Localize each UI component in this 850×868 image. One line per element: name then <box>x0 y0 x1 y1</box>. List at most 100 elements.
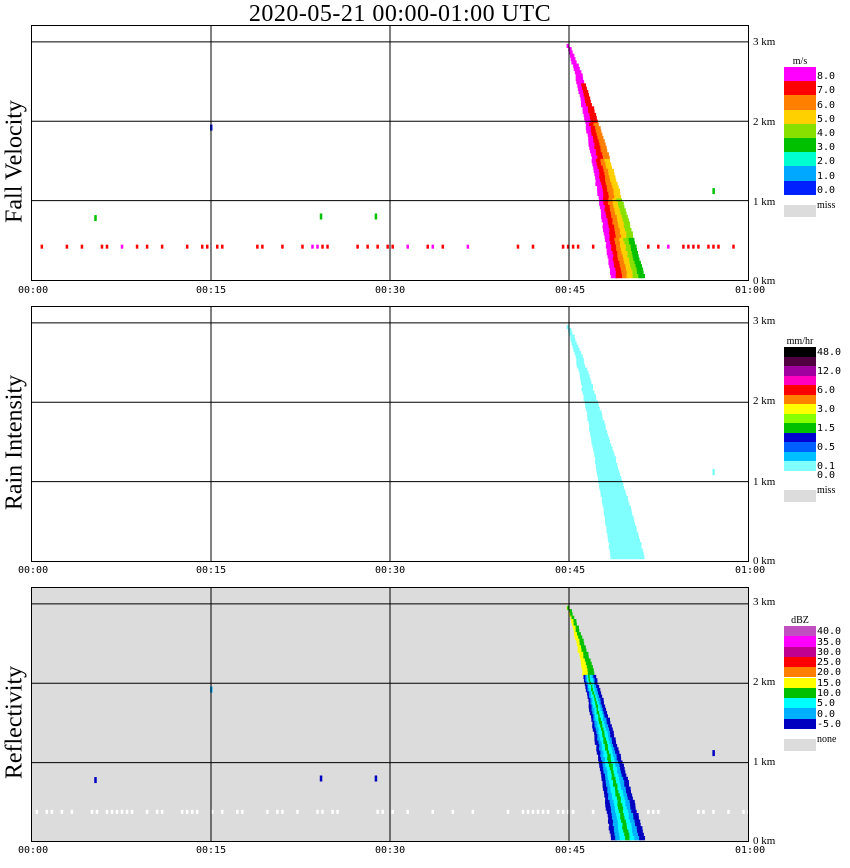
streak-cell <box>582 384 593 389</box>
streak-cell <box>618 829 625 834</box>
clutter-mark <box>105 809 109 814</box>
streak-cell <box>587 691 591 696</box>
streak-cell <box>619 780 625 785</box>
streak-cell <box>636 826 643 831</box>
streak-cell <box>613 254 620 259</box>
colorbar-label: -5.0 <box>817 718 842 730</box>
plot-area <box>31 25 749 281</box>
streak-cell <box>631 267 638 272</box>
streak-cell <box>612 766 618 772</box>
streak-cell <box>602 707 607 712</box>
clutter-mark <box>316 244 319 249</box>
streak-cell <box>589 707 593 712</box>
streak-cell <box>610 803 616 808</box>
streak-cell <box>589 145 596 150</box>
streak-cell <box>598 753 603 759</box>
height-tick-label: 2 km <box>753 676 776 688</box>
streak-cell <box>612 185 619 190</box>
clutter-mark <box>326 244 329 249</box>
streak-cell <box>608 816 614 821</box>
plot-svg <box>32 588 748 841</box>
colorbar-swatch <box>784 180 816 195</box>
streak-cell <box>579 651 585 657</box>
streak-cell <box>597 472 621 478</box>
streak-cell <box>600 162 607 167</box>
colorbar-label: 0.1 <box>817 460 836 472</box>
streak-cell <box>600 492 627 497</box>
streak-cell <box>581 665 588 670</box>
streak-cell <box>580 96 587 101</box>
height-tick-label: 1 km <box>753 756 776 768</box>
y-axis-label: Reflectivity <box>1 665 28 780</box>
streak-cell <box>599 204 606 210</box>
streak-cell <box>606 251 613 256</box>
streak-cell <box>614 747 619 752</box>
streak-cell <box>610 786 616 791</box>
colorbar-entry: 35.0 <box>784 636 841 647</box>
colorbar-missing-entry: miss <box>784 486 835 502</box>
streak-cell <box>608 737 613 742</box>
streak-cell <box>602 747 607 752</box>
streak-cell <box>608 172 615 177</box>
streak-cell <box>579 642 585 647</box>
streak-cell <box>609 204 616 210</box>
streak-cell <box>619 836 626 841</box>
streak-cell <box>629 257 636 262</box>
streak-cell <box>606 185 614 190</box>
streak-cell <box>609 231 616 236</box>
colorbar-entry: 12.0 <box>784 366 841 376</box>
streak-cell <box>605 806 612 811</box>
colorbar-label: 48.0 <box>817 346 842 358</box>
streak-cell <box>584 116 592 121</box>
streak-cell <box>603 770 609 775</box>
streak-cell <box>613 829 620 834</box>
clutter-mark <box>702 809 705 814</box>
streak-cell <box>578 89 584 95</box>
streak-cell <box>613 753 618 759</box>
streak-cell <box>618 826 624 831</box>
streak-cell <box>604 204 611 210</box>
streak-cell <box>603 727 608 732</box>
streak-cell <box>585 407 600 412</box>
streak-cell <box>594 711 598 716</box>
streak-cell <box>600 737 605 742</box>
streak-cell <box>597 688 601 693</box>
streak-cell <box>596 750 602 755</box>
streak-cell <box>610 274 618 279</box>
streak-cell <box>589 426 606 431</box>
streak-cell <box>607 757 612 762</box>
streak-cell <box>614 195 622 200</box>
streak-cell <box>608 747 613 752</box>
streak-cell <box>596 694 600 699</box>
clutter-mark <box>35 809 39 814</box>
streak-cell <box>614 806 621 811</box>
streak-cell <box>607 773 613 778</box>
streak-cell <box>568 331 573 336</box>
streak-cell <box>610 743 615 749</box>
streak-cell <box>615 231 622 236</box>
streak-cell <box>597 165 604 170</box>
streak-cell <box>593 674 597 680</box>
clutter-mark <box>571 809 575 814</box>
streak-cell <box>616 816 623 821</box>
streak-cell <box>611 773 617 778</box>
streak-cell <box>585 688 589 693</box>
streak-cell <box>612 796 618 801</box>
streak-cell <box>617 803 623 808</box>
x-tick-label: 00:15 <box>196 285 227 296</box>
streak-cell <box>604 773 610 778</box>
colorbar-swatch <box>784 442 816 452</box>
height-tick-label: 3 km <box>753 315 776 327</box>
streak-cell <box>622 822 629 828</box>
streak-cell <box>600 701 604 706</box>
streak-cell <box>587 671 595 676</box>
colorbar-label: 0.5 <box>817 441 836 453</box>
colorbar-swatch <box>784 356 816 366</box>
streak-cell <box>607 188 614 193</box>
streak-cell <box>600 178 607 183</box>
streak-cell <box>607 789 613 795</box>
streak-cell <box>612 819 619 824</box>
streak-cell <box>614 757 619 762</box>
streak-cell <box>594 145 601 150</box>
streak-cell <box>595 158 602 164</box>
